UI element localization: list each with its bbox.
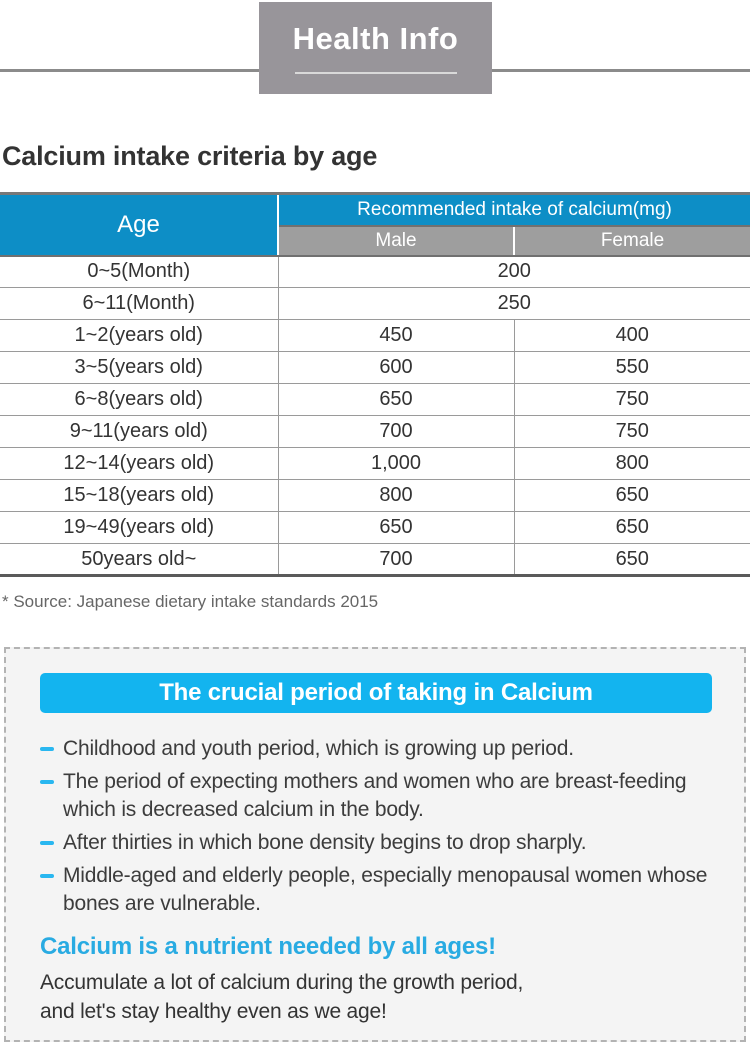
- bullet-dash-icon: [40, 874, 54, 878]
- value-cell-male: 450: [278, 319, 515, 352]
- table-row: 1~2(years old) 450 400: [0, 319, 750, 352]
- page-header: Health Info: [0, 0, 750, 94]
- value-cell-both: 250: [278, 287, 750, 320]
- table-row: 50years old~ 700 650: [0, 543, 750, 576]
- age-cell: 6~8(years old): [0, 383, 279, 416]
- bullet-dash-icon: [40, 780, 54, 784]
- column-header-male: Male: [278, 225, 515, 257]
- table-row: 19~49(years old) 650 650: [0, 511, 750, 544]
- bullet-list: Childhood and youth period, which is gro…: [38, 735, 732, 918]
- value-cell-both: 200: [278, 255, 750, 288]
- column-header-group: Recommended intake of calcium(mg): [278, 193, 750, 227]
- value-cell-male: 650: [278, 511, 515, 544]
- table-row: 6~8(years old) 650 750: [0, 383, 750, 416]
- value-cell-male: 1,000: [278, 447, 515, 480]
- info-box-banner: The crucial period of taking in Calcium: [40, 673, 712, 713]
- table-row: 3~5(years old) 600 550: [0, 351, 750, 384]
- value-cell-female: 750: [514, 415, 750, 448]
- list-item: After thirties in which bone density beg…: [38, 829, 732, 857]
- value-cell-male: 650: [278, 383, 515, 416]
- column-header-age: Age: [0, 193, 279, 257]
- age-cell: 3~5(years old): [0, 351, 279, 384]
- section-heading: Calcium intake criteria by age: [2, 141, 378, 171]
- age-cell: 15~18(years old): [0, 479, 279, 512]
- title-underline: [294, 72, 457, 74]
- closing-lines: Accumulate a lot of calcium during the g…: [40, 968, 732, 1026]
- value-cell-female: 650: [514, 479, 750, 512]
- column-header-female: Female: [514, 225, 750, 257]
- table-row: 9~11(years old) 700 750: [0, 415, 750, 448]
- value-cell-female: 650: [514, 511, 750, 544]
- value-cell-female: 400: [514, 319, 750, 352]
- age-cell: 0~5(Month): [0, 255, 279, 288]
- age-cell: 19~49(years old): [0, 511, 279, 544]
- value-cell-female: 750: [514, 383, 750, 416]
- age-cell: 9~11(years old): [0, 415, 279, 448]
- highlight-text: Calcium is a nutrient needed by all ages…: [40, 933, 496, 960]
- value-cell-male: 700: [278, 543, 515, 576]
- header-title-box: Health Info: [259, 2, 492, 94]
- closing-line: Accumulate a lot of calcium during the g…: [40, 971, 524, 994]
- info-box: The crucial period of taking in Calcium …: [4, 647, 746, 1042]
- list-item: The period of expecting mothers and wome…: [38, 768, 732, 824]
- source-note: * Source: Japanese dietary intake standa…: [2, 592, 379, 611]
- value-cell-male: 700: [278, 415, 515, 448]
- age-cell: 12~14(years old): [0, 447, 279, 480]
- value-cell-female: 800: [514, 447, 750, 480]
- list-item: Childhood and youth period, which is gro…: [38, 735, 732, 763]
- value-cell-female: 650: [514, 543, 750, 576]
- bullet-text: Childhood and youth period, which is gro…: [63, 737, 574, 760]
- bullet-text: After thirties in which bone density beg…: [63, 831, 587, 854]
- age-cell: 1~2(years old): [0, 319, 279, 352]
- table-row: 15~18(years old) 800 650: [0, 479, 750, 512]
- value-cell-male: 800: [278, 479, 515, 512]
- table-row: 6~11(Month) 250: [0, 287, 750, 320]
- bullet-dash-icon: [40, 841, 54, 845]
- table-row: 0~5(Month) 200: [0, 255, 750, 288]
- list-item: Middle-aged and elderly people, especial…: [38, 862, 732, 918]
- page-title: Health Info: [292, 21, 459, 56]
- bullet-dash-icon: [40, 747, 54, 751]
- bullet-text: Middle-aged and elderly people, especial…: [63, 864, 708, 915]
- table-row: 12~14(years old) 1,000 800: [0, 447, 750, 480]
- age-cell: 6~11(Month): [0, 287, 279, 320]
- bullet-text: The period of expecting mothers and wome…: [63, 770, 687, 821]
- calcium-intake-table: Age Recommended intake of calcium(mg) Ma…: [0, 192, 750, 577]
- table-body: 0~5(Month) 200 6~11(Month) 250 1~2(years old…: [0, 255, 750, 576]
- value-cell-female: 550: [514, 351, 750, 384]
- table-header: Age Recommended intake of calcium(mg) Ma…: [0, 193, 750, 257]
- closing-line: and let's stay healthy even as we age!: [40, 1000, 387, 1023]
- value-cell-male: 600: [278, 351, 515, 384]
- age-cell: 50years old~: [0, 543, 279, 576]
